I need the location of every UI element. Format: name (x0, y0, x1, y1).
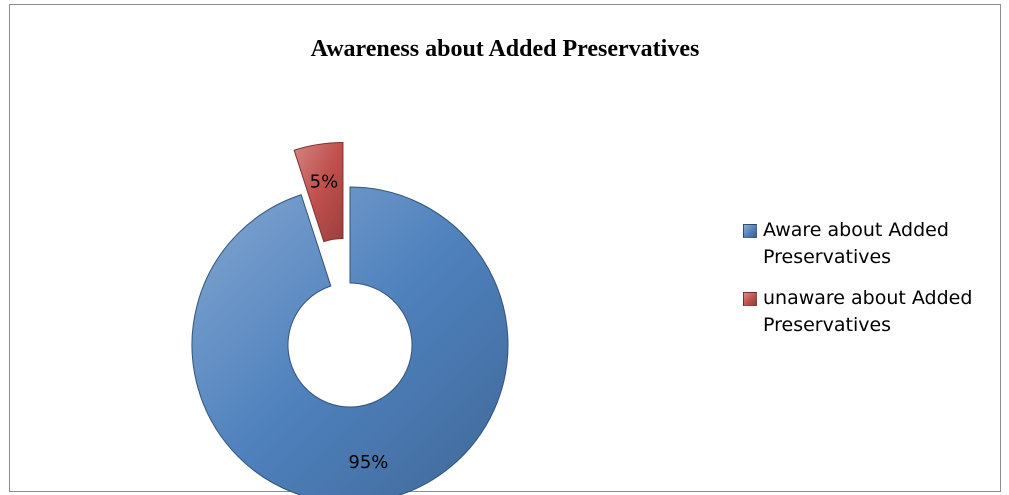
slice-label-aware: 95% (348, 452, 388, 473)
legend-swatch-unaware (743, 292, 757, 306)
chart-title: Awareness about Added Preservatives (310, 36, 700, 62)
legend-swatch-aware (743, 224, 757, 238)
chart-frame: Awareness about Added Preservatives Awar… (9, 4, 1001, 492)
legend-label-aware: Aware about Added Preservatives (763, 219, 949, 268)
legend-label-unaware: unaware about Added Preservatives (763, 287, 973, 336)
chart-legend: Aware about Added Preservatives unaware … (743, 217, 1003, 353)
slice-label-unaware: 5% (310, 172, 339, 193)
doughnut-slice-aware (191, 186, 509, 495)
legend-item-aware: Aware about Added Preservatives (743, 217, 1003, 271)
doughnut-slice-unaware (293, 142, 344, 243)
legend-item-unaware: unaware about Added Preservatives (743, 285, 1003, 339)
